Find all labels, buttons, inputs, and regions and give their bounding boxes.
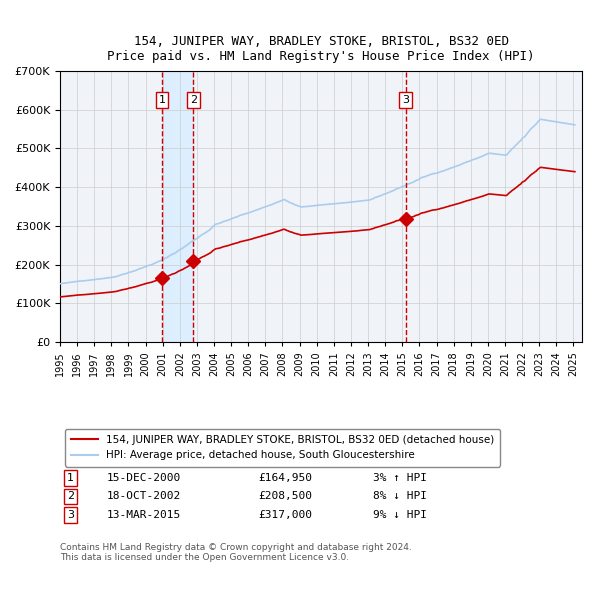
Text: 2: 2 (67, 491, 74, 502)
Legend: 154, JUNIPER WAY, BRADLEY STOKE, BRISTOL, BS32 0ED (detached house), HPI: Averag: 154, JUNIPER WAY, BRADLEY STOKE, BRISTOL… (65, 429, 500, 467)
Text: £208,500: £208,500 (259, 491, 313, 502)
Text: £164,950: £164,950 (259, 473, 313, 483)
Text: 8% ↓ HPI: 8% ↓ HPI (373, 491, 427, 502)
Text: 9% ↓ HPI: 9% ↓ HPI (373, 510, 427, 520)
Text: Contains HM Land Registry data © Crown copyright and database right 2024.
This d: Contains HM Land Registry data © Crown c… (60, 543, 412, 562)
Text: 1: 1 (158, 95, 166, 105)
Text: 3: 3 (402, 95, 409, 105)
Bar (163, 71, 193, 342)
Text: £317,000: £317,000 (259, 510, 313, 520)
Text: 18-OCT-2002: 18-OCT-2002 (107, 491, 181, 502)
Text: 2: 2 (190, 95, 197, 105)
Text: 3: 3 (67, 510, 74, 520)
Text: 15-DEC-2000: 15-DEC-2000 (107, 473, 181, 483)
Text: 13-MAR-2015: 13-MAR-2015 (107, 510, 181, 520)
Title: 154, JUNIPER WAY, BRADLEY STOKE, BRISTOL, BS32 0ED
Price paid vs. HM Land Regist: 154, JUNIPER WAY, BRADLEY STOKE, BRISTOL… (107, 35, 535, 63)
Text: 3% ↑ HPI: 3% ↑ HPI (373, 473, 427, 483)
Text: 1: 1 (67, 473, 74, 483)
